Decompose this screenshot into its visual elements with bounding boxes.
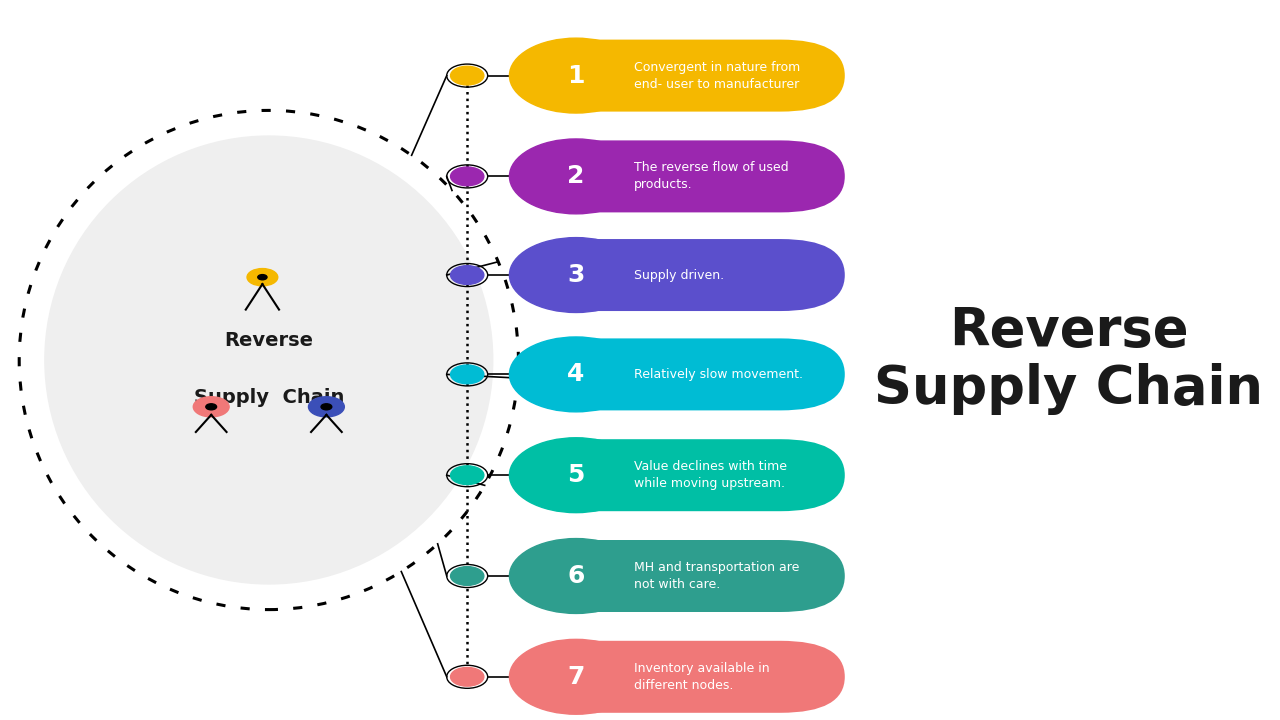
Text: Inventory available in
different nodes.: Inventory available in different nodes. xyxy=(634,662,769,692)
Circle shape xyxy=(247,269,278,286)
Text: 4: 4 xyxy=(567,362,585,387)
Circle shape xyxy=(451,466,484,485)
Text: Reverse
Supply Chain: Reverse Supply Chain xyxy=(874,305,1263,415)
FancyBboxPatch shape xyxy=(531,239,845,311)
Circle shape xyxy=(451,167,484,186)
Circle shape xyxy=(509,639,643,714)
Circle shape xyxy=(308,397,344,417)
Ellipse shape xyxy=(44,135,494,585)
Text: 5: 5 xyxy=(567,463,585,487)
Text: Convergent in nature from
end- user to manufacturer: Convergent in nature from end- user to m… xyxy=(634,60,800,91)
Circle shape xyxy=(451,667,484,686)
Circle shape xyxy=(321,404,332,410)
Text: Reverse: Reverse xyxy=(224,330,314,349)
FancyBboxPatch shape xyxy=(531,641,845,713)
Text: The reverse flow of used
products.: The reverse flow of used products. xyxy=(634,161,788,192)
Circle shape xyxy=(509,337,643,412)
Text: 7: 7 xyxy=(567,665,585,689)
Text: Supply driven.: Supply driven. xyxy=(634,269,723,282)
FancyBboxPatch shape xyxy=(531,540,845,612)
Text: MH and transportation are
not with care.: MH and transportation are not with care. xyxy=(634,561,799,591)
Text: Value declines with time
while moving upstream.: Value declines with time while moving up… xyxy=(634,460,787,490)
Circle shape xyxy=(509,238,643,312)
Circle shape xyxy=(509,539,643,613)
Circle shape xyxy=(509,139,643,214)
Text: Relatively slow movement.: Relatively slow movement. xyxy=(634,368,803,381)
Circle shape xyxy=(257,274,268,280)
FancyBboxPatch shape xyxy=(531,338,845,410)
Circle shape xyxy=(206,404,216,410)
Circle shape xyxy=(451,66,484,85)
Text: 6: 6 xyxy=(567,564,585,588)
Circle shape xyxy=(193,397,229,417)
Text: 2: 2 xyxy=(567,164,585,189)
Circle shape xyxy=(509,38,643,113)
FancyBboxPatch shape xyxy=(531,140,845,212)
FancyBboxPatch shape xyxy=(531,439,845,511)
Text: 3: 3 xyxy=(567,263,585,287)
Circle shape xyxy=(451,567,484,585)
Circle shape xyxy=(451,365,484,384)
Circle shape xyxy=(451,266,484,284)
Text: Supply  Chain: Supply Chain xyxy=(193,388,344,407)
Text: 1: 1 xyxy=(567,63,585,88)
Circle shape xyxy=(509,438,643,513)
FancyBboxPatch shape xyxy=(531,40,845,112)
